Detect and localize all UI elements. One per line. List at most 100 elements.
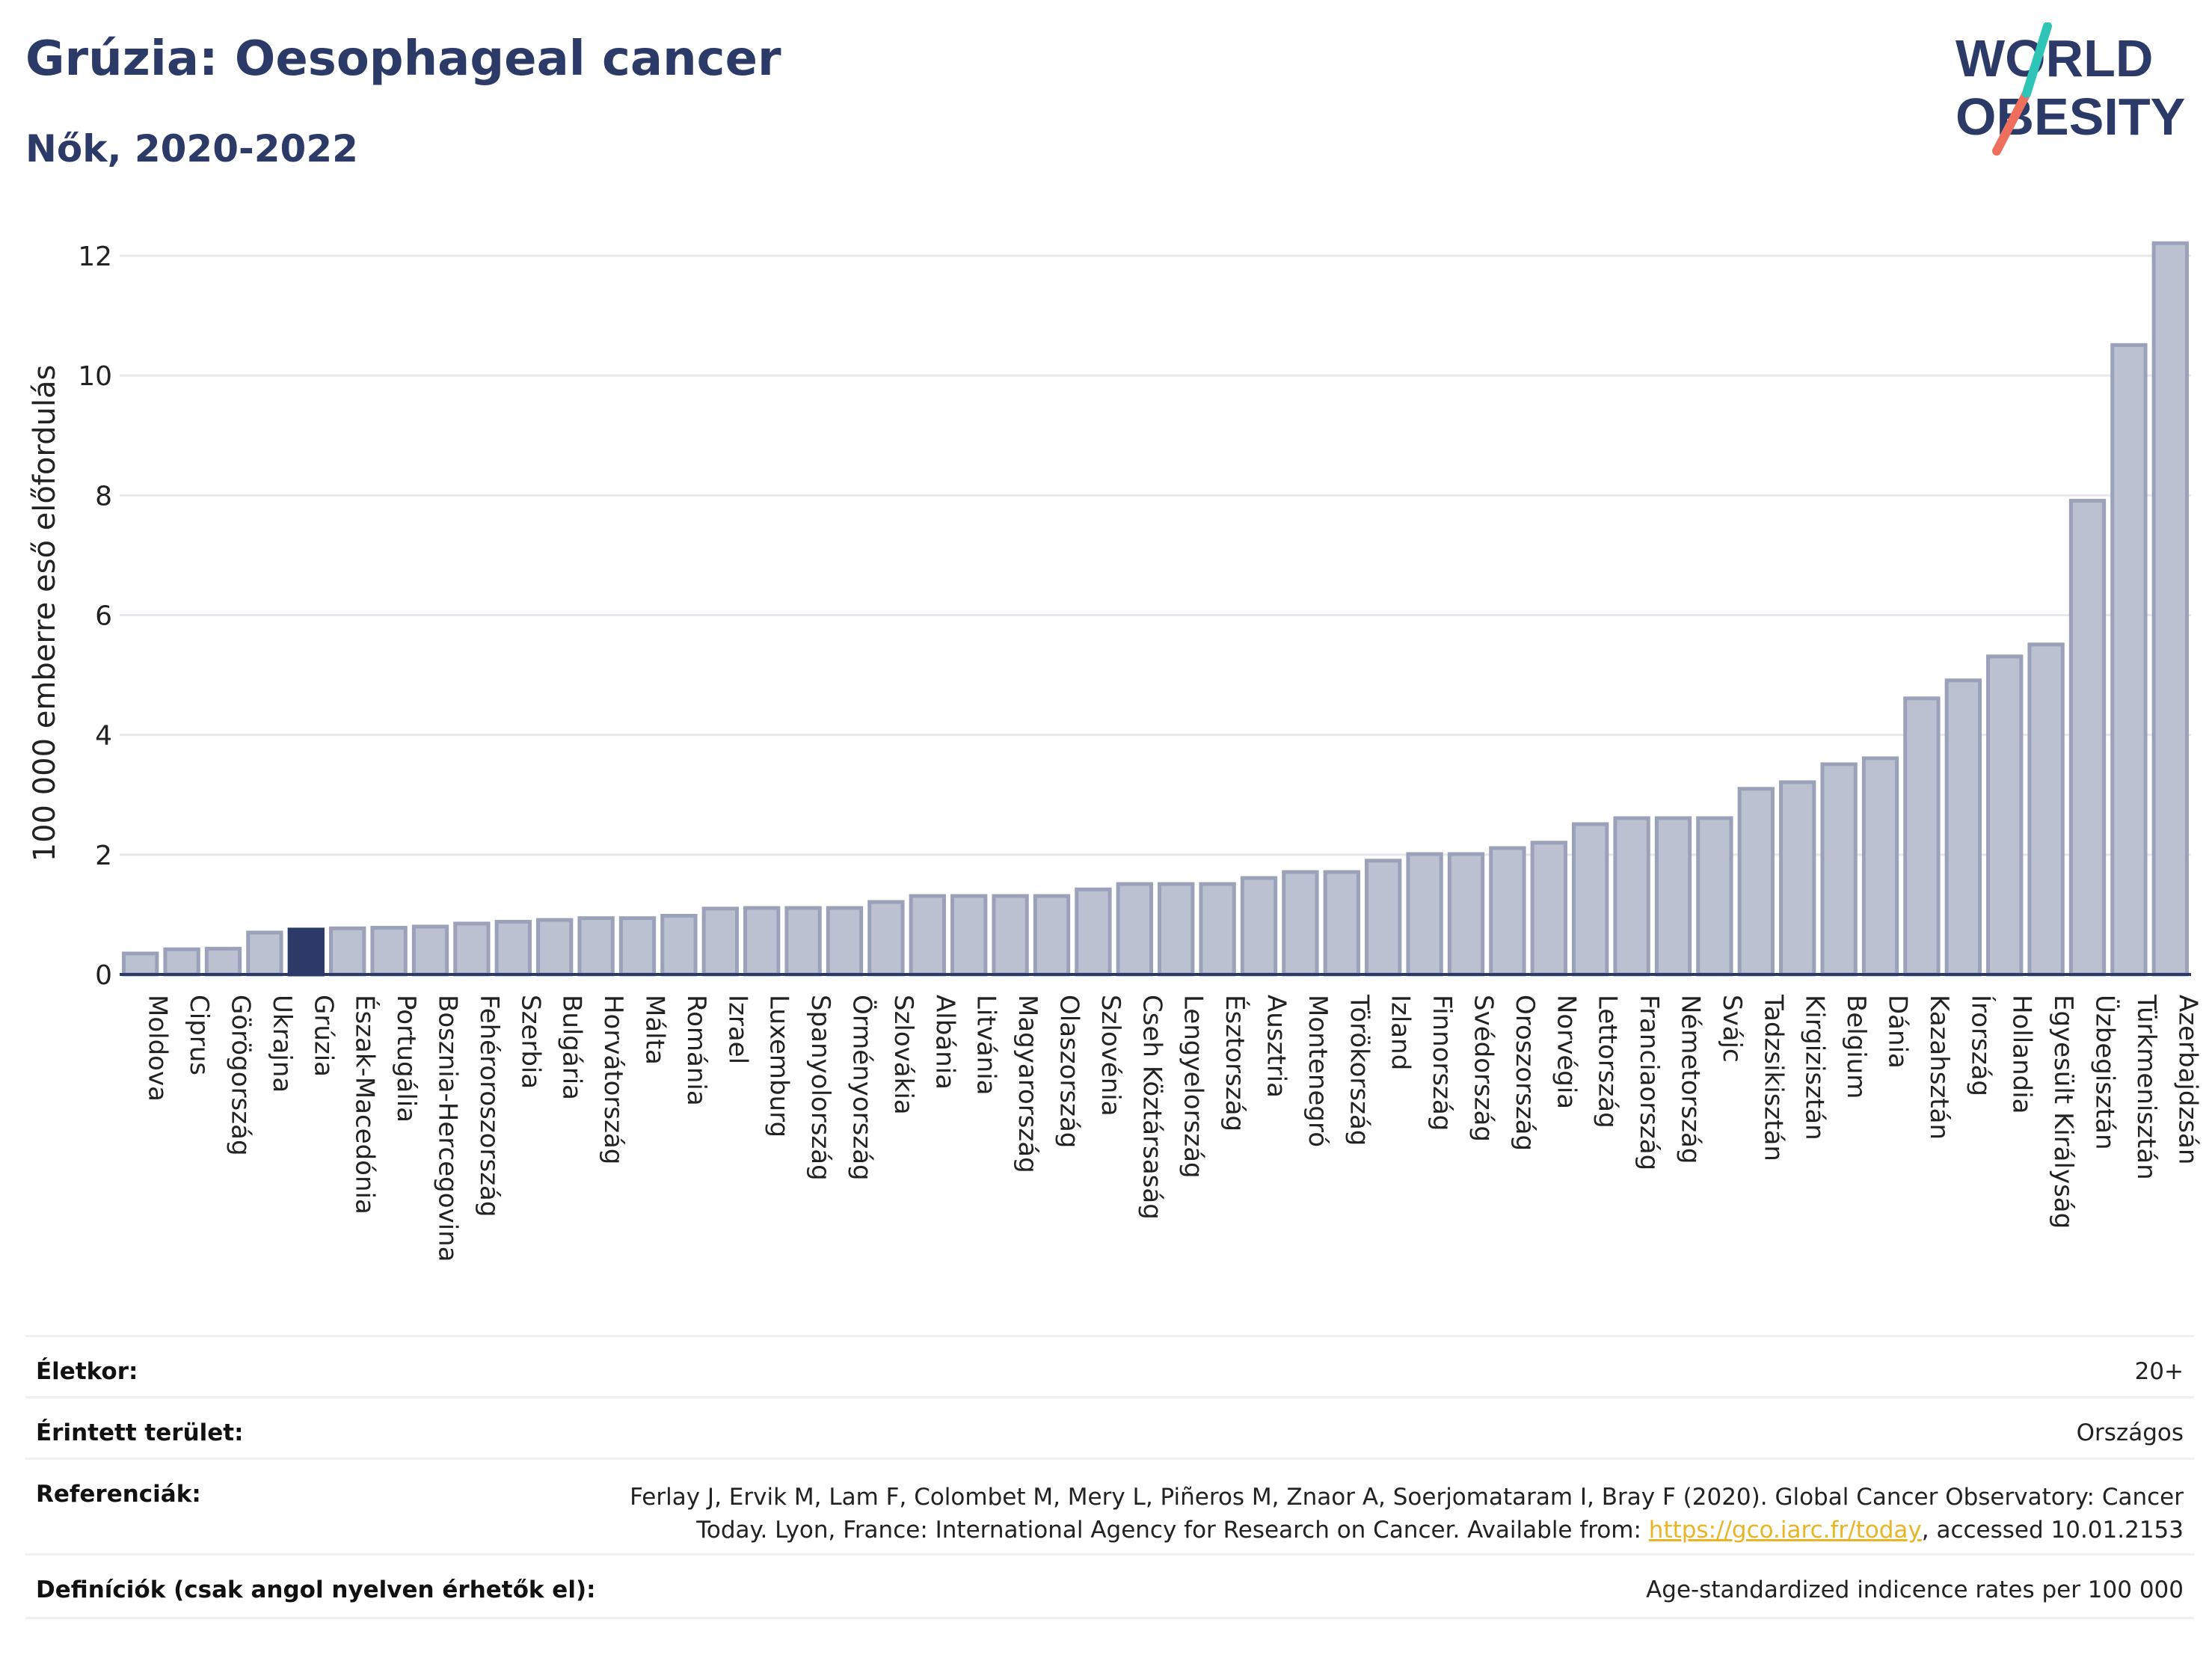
x-tick-label: Norvégia: [1551, 995, 1581, 1109]
bar: [950, 894, 988, 977]
references-line-2-tail: , accessed 10.01.2153: [1921, 1517, 2184, 1544]
x-tick-label: Görögország: [226, 995, 256, 1156]
x-tick-label: Ukrajna: [267, 995, 297, 1093]
x-tick-label: Belgium: [1841, 995, 1871, 1099]
info-row-references: Referenciák: Ferlay J, Ervik M, Lam F, C…: [25, 1458, 2194, 1556]
bar: [1199, 882, 1236, 977]
x-tick-label: Tadzsikisztán: [1758, 994, 1788, 1161]
bar: [992, 894, 1029, 977]
x-tick-label: Ciprus: [184, 995, 214, 1075]
bar: [1737, 787, 1775, 977]
y-tick-label: 10: [78, 361, 112, 392]
y-tick-label: 2: [95, 841, 112, 871]
bar: [660, 914, 698, 977]
area-value: Országos: [2076, 1419, 2184, 1446]
bar: [909, 894, 946, 977]
bar: [329, 926, 366, 977]
bar: [494, 920, 532, 977]
definitions-label: Definíciók (csak angol nyelven érhetők e…: [36, 1576, 596, 1603]
bar: [453, 921, 491, 977]
x-tick-label: Portugália: [391, 995, 421, 1123]
bar-chart: 0 2 4 6 8 10 12 Moldova Ciprus Görögország Ukrajna…: [78, 241, 2202, 1262]
x-tick-label: Horvátország: [598, 995, 628, 1164]
bar: [826, 906, 864, 977]
x-tick-label: Kazahsztán: [1924, 995, 1954, 1140]
bar: [1116, 882, 1153, 977]
x-tick-label: Svájc: [1717, 995, 1747, 1063]
bar: [1861, 756, 1899, 977]
x-tick-label: Lengyelország: [1179, 995, 1208, 1179]
references-line-1: Ferlay J, Ervik M, Lam F, Colombet M, Me…: [630, 1484, 2184, 1511]
chart-subtitle: Nők, 2020-2022: [25, 127, 358, 171]
references-value: Ferlay J, Ervik M, Lam F, Colombet M, Me…: [630, 1481, 2184, 1547]
x-tick-label: Spanyolország: [805, 995, 835, 1181]
x-tick-label: Oroszország: [1510, 995, 1540, 1151]
bar: [1365, 859, 1402, 977]
x-tick-label: Kirgizisztán: [1800, 995, 1830, 1140]
x-tick-label: Fehéroroszország: [474, 995, 504, 1217]
bar: [1820, 762, 1858, 977]
x-tick-label: Románia: [681, 995, 711, 1106]
age-value: 20+: [2134, 1358, 2184, 1385]
x-tick-label: Grúzia: [308, 995, 338, 1077]
bar: [1240, 876, 1278, 977]
info-row-area: Érintett terület: Országos: [25, 1396, 2194, 1460]
bar: [577, 916, 615, 977]
bar: [1696, 816, 1733, 977]
x-tick-label: Lettország: [1593, 995, 1623, 1129]
x-tick-label: Litvánia: [971, 995, 1001, 1096]
bar: [246, 930, 283, 977]
references-line-2: Today. Lyon, France: International Agenc…: [630, 1514, 2184, 1547]
y-tick-label: 8: [95, 481, 112, 512]
logo-word-1: WORLD: [1956, 29, 2153, 87]
bar: [1572, 822, 1609, 977]
bar: [1903, 696, 1941, 977]
bar: [536, 918, 574, 977]
logo-word-2: OBESITY: [1956, 87, 2185, 146]
bar: [618, 916, 657, 977]
bar: [370, 926, 408, 977]
x-tick-label: Türkmenisztán: [2131, 994, 2161, 1180]
age-label: Életkor:: [36, 1358, 138, 1385]
bar: [867, 900, 905, 977]
info-row-age: Életkor: 20+: [25, 1335, 2194, 1398]
x-tick-label: Finnország: [1427, 995, 1457, 1131]
references-link[interactable]: https://gco.iarc.fr/today: [1648, 1517, 1922, 1544]
bar: [701, 906, 739, 977]
references-line-2-text: Today. Lyon, France: International Agenc…: [696, 1517, 1649, 1544]
x-tick-label: Cseh Köztársaság: [1137, 995, 1167, 1220]
y-tick-label: 0: [95, 960, 112, 991]
bar: [1282, 870, 1319, 977]
x-tick-label: Dánia: [1883, 995, 1913, 1069]
bar: [2151, 241, 2189, 977]
bar: [1530, 841, 1567, 977]
logo-slash-teal: [2022, 22, 2052, 98]
x-tick-label: Szerbia: [515, 995, 545, 1089]
y-tick-label: 12: [78, 242, 112, 272]
x-tick-label: Szlovákia: [888, 995, 918, 1115]
x-tick-label: Ausztria: [1262, 995, 1291, 1098]
bar: [2027, 642, 2065, 977]
x-tick-label: Hollandia: [2007, 995, 2037, 1114]
bar: [1944, 678, 1982, 977]
x-tick-label: Málta: [640, 995, 670, 1065]
x-tick-label: Luxemburg: [764, 995, 794, 1137]
x-tick-label: Egyesült Királyság: [2048, 995, 2078, 1229]
references-label: Referenciák:: [36, 1481, 201, 1508]
bar: [1489, 846, 1526, 977]
area-label: Érintett terület:: [36, 1419, 244, 1446]
x-tick-label: Magyarország: [1013, 995, 1042, 1173]
bar: [1033, 894, 1071, 977]
x-tick-label: Bosznia-Hercegovina: [433, 995, 463, 1262]
x-tick-label: Írország: [1965, 995, 1996, 1096]
bar: [2068, 499, 2107, 977]
x-tick-label: Svédország: [1469, 995, 1499, 1142]
world-obesity-logo: WORLD OBESITY: [1956, 22, 2185, 156]
bar: [1323, 870, 1360, 977]
logo-slash-coral: [1992, 89, 2031, 156]
x-tick-label: Moldova: [143, 995, 173, 1102]
bar: [1613, 816, 1650, 977]
bar: [1986, 654, 2024, 977]
bar: [1447, 852, 1485, 977]
x-tick-label: Észak-Macedónia: [350, 995, 381, 1215]
